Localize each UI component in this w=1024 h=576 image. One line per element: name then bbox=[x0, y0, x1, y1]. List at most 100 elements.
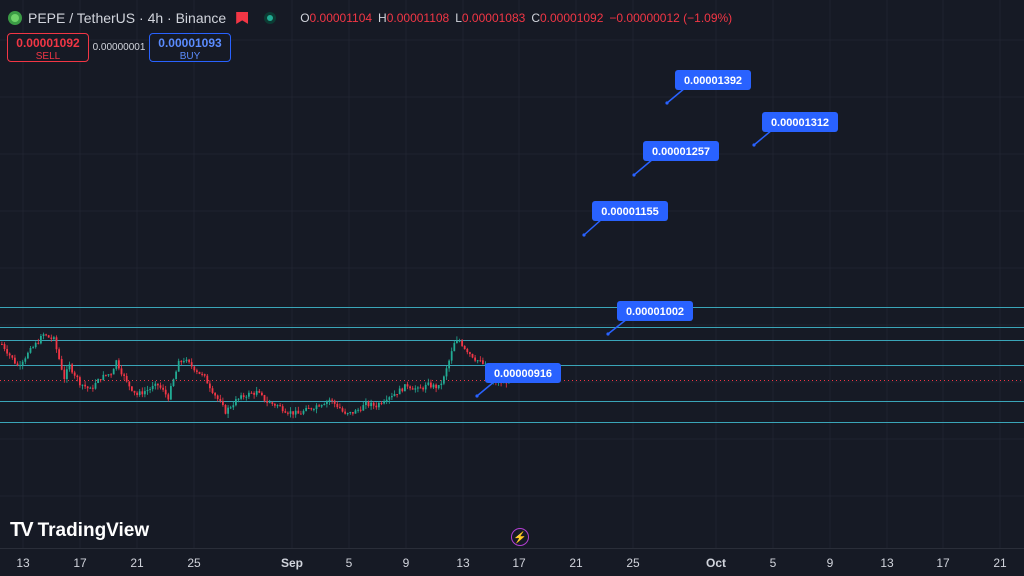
candle-body bbox=[146, 390, 149, 392]
x-tick-label: 13 bbox=[880, 556, 894, 570]
label-anchor bbox=[632, 173, 636, 177]
ohlc-close: 0.00001092 bbox=[540, 11, 604, 25]
candle-body bbox=[266, 400, 268, 403]
candle-body bbox=[305, 407, 307, 411]
pepe-coin-icon[interactable] bbox=[8, 11, 22, 25]
market-status-icon[interactable] bbox=[264, 12, 277, 24]
candle-body bbox=[94, 382, 97, 389]
candle-body bbox=[27, 352, 29, 359]
symbol-title[interactable]: PEPE / TetherUS · 4h · Binance bbox=[28, 10, 227, 26]
candle-body bbox=[219, 398, 222, 402]
candle-body bbox=[365, 401, 367, 406]
candle-body bbox=[112, 368, 115, 375]
candle-body bbox=[50, 337, 53, 339]
candle-body bbox=[188, 359, 190, 363]
candle-body bbox=[24, 358, 27, 362]
candle-body bbox=[102, 374, 105, 381]
candle-body bbox=[209, 383, 211, 389]
candle-body bbox=[362, 405, 365, 411]
candle-body bbox=[66, 369, 68, 380]
candle-body bbox=[107, 374, 110, 376]
candle-body bbox=[313, 409, 315, 411]
candle-body bbox=[47, 335, 50, 338]
sell-label: SELL bbox=[35, 51, 61, 62]
candle-body bbox=[255, 390, 258, 395]
candle-body bbox=[393, 394, 396, 397]
candle-body bbox=[453, 343, 456, 352]
candle-body bbox=[287, 412, 289, 414]
candle-body bbox=[164, 389, 167, 395]
candle-body bbox=[268, 402, 271, 404]
candle-body bbox=[469, 352, 471, 354]
candle-body bbox=[274, 403, 276, 406]
candle-body bbox=[396, 394, 398, 396]
candle-body bbox=[354, 410, 357, 414]
candle-body bbox=[37, 342, 40, 344]
candle-body bbox=[175, 371, 177, 380]
candle-body bbox=[216, 395, 219, 399]
candle-body bbox=[328, 399, 331, 402]
candle-body bbox=[323, 403, 326, 406]
x-tick-label: 21 bbox=[993, 556, 1007, 570]
candle-body bbox=[318, 405, 320, 407]
candle-body bbox=[71, 364, 73, 373]
candle-body bbox=[346, 413, 349, 415]
candle-body bbox=[32, 347, 34, 349]
candle-body bbox=[170, 386, 172, 400]
candle-body bbox=[398, 388, 401, 395]
sell-button[interactable]: 0.00001092 SELL bbox=[7, 33, 89, 62]
tradingview-logo[interactable]: TV TradingView bbox=[10, 519, 149, 542]
ohlc-change: −0.00000012 (−1.09%) bbox=[609, 11, 733, 25]
candle-body bbox=[427, 382, 430, 385]
candle-body bbox=[271, 402, 274, 404]
x-tick-label: 9 bbox=[403, 556, 410, 570]
x-tick-label: 9 bbox=[827, 556, 834, 570]
tradingview-logo-mark: TV bbox=[10, 519, 34, 541]
price-level-label: 0.00000916 bbox=[494, 368, 552, 380]
x-tick-label: 13 bbox=[16, 556, 30, 570]
candle-body bbox=[432, 384, 435, 388]
candle-body bbox=[123, 374, 125, 376]
buy-button[interactable]: 0.00001093 BUY bbox=[149, 33, 231, 62]
candle-body bbox=[144, 391, 146, 395]
candle-body bbox=[45, 334, 47, 336]
ohlc-open: 0.00001104 bbox=[309, 11, 373, 25]
label-anchor bbox=[752, 143, 756, 147]
lightning-icon[interactable]: ⚡ bbox=[511, 528, 529, 546]
candle-body bbox=[339, 407, 341, 409]
candle-body bbox=[336, 403, 339, 408]
candle-body bbox=[331, 399, 333, 401]
candle-body bbox=[211, 388, 214, 393]
x-tick-label: 21 bbox=[130, 556, 144, 570]
candle-body bbox=[79, 377, 81, 386]
candle-body bbox=[258, 390, 261, 393]
candle-body bbox=[349, 412, 352, 414]
buy-label: BUY bbox=[179, 51, 201, 62]
candle-body bbox=[466, 349, 469, 353]
candle-body bbox=[177, 360, 180, 372]
candle-body bbox=[367, 401, 370, 407]
candle-body bbox=[289, 411, 292, 414]
candle-body bbox=[159, 385, 162, 388]
candle-body bbox=[3, 344, 6, 350]
price-level-label: 0.00001155 bbox=[601, 206, 659, 218]
candle-body bbox=[63, 369, 66, 380]
candle-body bbox=[461, 340, 463, 346]
candle-body bbox=[53, 337, 55, 339]
candle-body bbox=[372, 402, 375, 406]
candle-body bbox=[359, 409, 362, 411]
candle-body bbox=[68, 364, 71, 370]
candle-body bbox=[92, 387, 94, 389]
chart-header: PEPE / TetherUS · 4h · Binance O 0.000011… bbox=[8, 8, 732, 28]
candle-body bbox=[167, 394, 170, 400]
x-tick-label: 17 bbox=[936, 556, 950, 570]
candle-body bbox=[474, 357, 476, 361]
candle-body bbox=[42, 334, 45, 336]
candle-body bbox=[99, 379, 102, 381]
candle-body bbox=[128, 381, 131, 387]
candle-body bbox=[40, 335, 42, 344]
candle-body bbox=[11, 355, 14, 358]
candle-body bbox=[110, 374, 112, 376]
bookmark-icon[interactable] bbox=[236, 12, 249, 24]
